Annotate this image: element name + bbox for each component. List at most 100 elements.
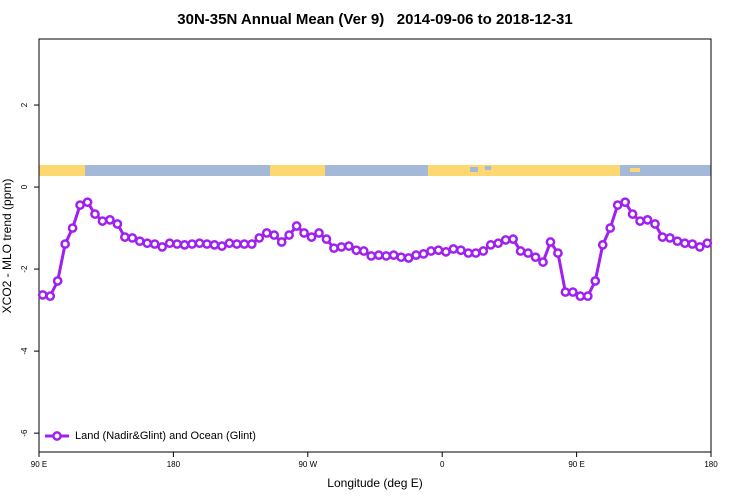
x-tick-label: 0: [440, 460, 445, 469]
series-line: [42, 200, 708, 298]
data-point: [538, 257, 548, 267]
data-point: [97, 216, 108, 226]
data-point: [142, 238, 153, 249]
data-point: [657, 232, 668, 242]
data-point: [575, 291, 586, 302]
data-point: [344, 241, 354, 251]
x-tick-label: 90 E: [31, 460, 47, 469]
data-point: [90, 209, 100, 219]
data-point: [485, 240, 496, 250]
data-point: [261, 228, 272, 238]
data-point: [381, 251, 392, 261]
data-point: [105, 215, 115, 225]
data-point: [597, 240, 608, 250]
data-point: [336, 242, 347, 252]
data-point: [545, 237, 556, 247]
legend-marker: [52, 431, 62, 441]
y-tick-label: 0: [20, 184, 29, 189]
data-point: [568, 287, 578, 297]
data-point: [67, 223, 78, 233]
data-point: [373, 250, 384, 260]
data-point: [515, 246, 526, 256]
data-point: [590, 276, 601, 286]
data-point: [672, 236, 683, 247]
data-point: [127, 233, 138, 243]
data-point: [396, 252, 406, 263]
data-point: [441, 247, 451, 257]
data-point: [665, 233, 675, 243]
data-point: [314, 228, 324, 238]
y-tick-label: 2: [20, 102, 29, 107]
data-point: [120, 232, 130, 242]
data-point: [232, 239, 242, 249]
data-point: [157, 242, 168, 252]
data-point: [523, 248, 533, 258]
data-point: [246, 239, 257, 249]
data-point: [680, 238, 690, 249]
data-point: [217, 241, 227, 251]
data-point: [620, 197, 630, 208]
data-point: [75, 200, 85, 210]
data-point: [112, 219, 123, 229]
data-point: [321, 234, 332, 244]
y-tick-label: -4: [20, 347, 29, 355]
data-point: [694, 242, 705, 252]
data-point: [456, 245, 466, 256]
chart-title: 30N-35N Annual Mean (Ver 9) 2014-09-06 t…: [177, 11, 572, 28]
data-point: [388, 250, 399, 260]
data-point: [224, 238, 235, 249]
data-point: [478, 246, 489, 256]
data-point: [627, 209, 638, 219]
data-point: [45, 291, 56, 302]
x-tick-label: 90 E: [568, 460, 584, 469]
data-point: [411, 250, 421, 260]
data-point: [179, 240, 190, 250]
data-point: [149, 239, 160, 249]
data-point: [60, 239, 70, 249]
data-point: [306, 232, 317, 242]
y-tick-label: -2: [20, 265, 29, 273]
data-point: [470, 248, 481, 258]
x-tick-label: 180: [704, 460, 718, 469]
data-point: [351, 245, 362, 256]
data-point: [82, 197, 93, 208]
data-point: [209, 240, 220, 250]
data-point: [202, 239, 212, 249]
land-ocean-strip: [39, 165, 711, 176]
x-tick-label: 180: [167, 460, 181, 469]
data-point: [702, 238, 713, 249]
data-point: [194, 238, 205, 249]
data-point: [239, 239, 250, 249]
data-point: [448, 244, 459, 254]
data-point: [37, 290, 48, 300]
data-point: [172, 239, 182, 249]
data-point: [530, 252, 541, 263]
data-point: [269, 230, 280, 240]
data-point: [284, 230, 294, 240]
data-point: [612, 200, 623, 210]
data-point: [508, 234, 518, 244]
data-point: [582, 291, 593, 302]
data-point: [650, 219, 660, 229]
data-point: [418, 249, 429, 259]
data-point: [687, 239, 698, 249]
data-point: [433, 245, 444, 256]
data-point: [291, 221, 302, 231]
data-point: [605, 223, 616, 233]
legend-label: Land (Nadir&Glint) and Ocean (Glint): [75, 430, 256, 442]
data-point: [635, 216, 645, 226]
data-point: [463, 248, 474, 258]
y-tick-label: -6: [20, 429, 29, 437]
data-point: [134, 236, 145, 247]
data-point: [366, 251, 377, 261]
data-point: [299, 228, 309, 238]
data-point: [493, 238, 504, 249]
data-point: [276, 237, 287, 247]
data-point: [164, 238, 175, 249]
data-point: [642, 215, 653, 225]
data-point: [426, 246, 436, 256]
x-tick-label: 90 W: [298, 460, 317, 469]
data-point: [52, 276, 63, 286]
y-axis-label: XCO2 - MLO trend (ppm): [0, 179, 14, 314]
